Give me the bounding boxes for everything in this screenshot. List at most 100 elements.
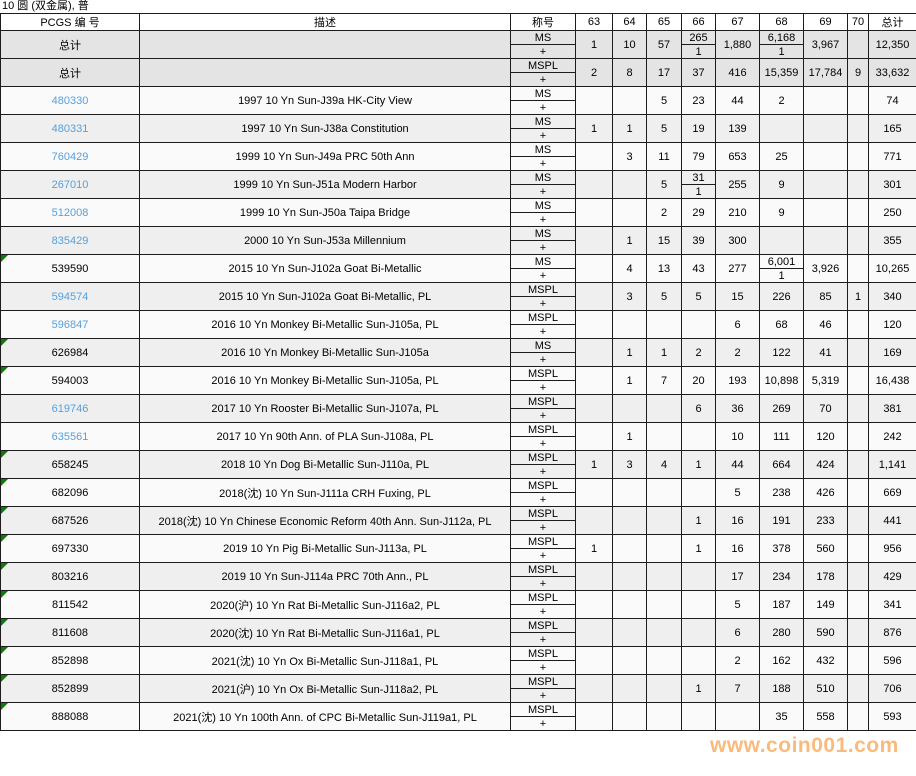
grade-count bbox=[575, 366, 613, 395]
pcgs-number-link[interactable]: 267010 bbox=[0, 170, 140, 199]
grade-count: 5 bbox=[715, 590, 760, 619]
designation-cell: MSPL bbox=[510, 58, 576, 73]
grade-count bbox=[803, 170, 848, 199]
grade-count bbox=[575, 646, 613, 675]
grade-count: 17 bbox=[715, 562, 760, 591]
grade-count bbox=[847, 534, 869, 563]
plus-designation-cell: + bbox=[510, 72, 576, 87]
grade-count: 15 bbox=[646, 226, 682, 255]
grade-count: 300 bbox=[715, 226, 760, 255]
grade-plus-count: 1 bbox=[759, 268, 804, 283]
grade-count: 653 bbox=[715, 142, 760, 171]
pcgs-number-link[interactable]: 512008 bbox=[0, 198, 140, 227]
grade-count: 8 bbox=[612, 58, 647, 87]
grade-count: 25 bbox=[759, 142, 804, 171]
grade-count: 378 bbox=[759, 534, 804, 563]
grade-count: 669 bbox=[868, 478, 916, 507]
grade-count bbox=[646, 310, 682, 339]
grade-count: 74 bbox=[868, 86, 916, 115]
designation-cell: MSPL bbox=[510, 394, 576, 409]
table-row-plus: + bbox=[1, 128, 916, 143]
table-row: 总计 MSPL 2 8 17 37 416 15,359 17,784 9 33,632 bbox=[0, 58, 916, 87]
pcgs-number-link[interactable]: 480330 bbox=[0, 86, 140, 115]
pcgs-number: 811542 bbox=[0, 590, 140, 619]
designation-cell: MS bbox=[510, 30, 576, 45]
grade-count: 560 bbox=[803, 534, 848, 563]
designation-cell: MS bbox=[510, 338, 576, 353]
grade-count bbox=[847, 142, 869, 171]
grade-count bbox=[847, 254, 869, 283]
grade-count: 341 bbox=[868, 590, 916, 619]
grade-count: 1 bbox=[575, 30, 613, 59]
flag-triangle-icon bbox=[1, 619, 8, 626]
grade-count: 1 bbox=[575, 450, 613, 479]
grade-count: 2 bbox=[681, 338, 716, 367]
plus-designation-cell: + bbox=[510, 352, 576, 367]
grade-count bbox=[715, 702, 760, 731]
grade-count bbox=[847, 674, 869, 703]
pcgs-number-link[interactable]: 835429 bbox=[0, 226, 140, 255]
table-row: 594003 2016 10 Yn Monkey Bi-Metallic Sun-… bbox=[0, 366, 916, 395]
grade-count: 424 bbox=[803, 450, 848, 479]
grade-count: 250 bbox=[868, 198, 916, 227]
grade-count: 12,350 bbox=[868, 30, 916, 59]
description-cell: 1997 10 Yn Sun-J39a HK-City View bbox=[139, 86, 511, 115]
grade-count: 5 bbox=[715, 478, 760, 507]
grade-count bbox=[575, 310, 613, 339]
plus-designation-cell: + bbox=[510, 212, 576, 227]
designation-cell: MSPL bbox=[510, 562, 576, 577]
pcgs-number-link[interactable]: 760429 bbox=[0, 142, 140, 171]
grade-count bbox=[847, 366, 869, 395]
description-cell: 2000 10 Yn Sun-J53a Millennium bbox=[139, 226, 511, 255]
description-cell: 1997 10 Yn Sun-J38a Constitution bbox=[139, 114, 511, 143]
pcgs-number: 687526 bbox=[0, 506, 140, 535]
grade-count: 7 bbox=[715, 674, 760, 703]
pcgs-number-link[interactable]: 596847 bbox=[0, 310, 140, 339]
grade-count bbox=[575, 618, 613, 647]
grade-count: 2 bbox=[575, 58, 613, 87]
description-cell: 2016 10 Yn Monkey Bi-Metallic Sun-J105a bbox=[139, 338, 511, 367]
designation-cell: MS bbox=[510, 198, 576, 213]
grade-count bbox=[612, 86, 647, 115]
pcgs-number-link[interactable]: 480331 bbox=[0, 114, 140, 143]
grade-count bbox=[681, 422, 716, 451]
grade-count: 7 bbox=[646, 366, 682, 395]
pcgs-number: 803216 bbox=[0, 562, 140, 591]
grade-count bbox=[575, 562, 613, 591]
table-row: 594574 2015 10 Yn Sun-J102a Goat Bi-Metal… bbox=[0, 282, 916, 311]
grade-count: 3,967 bbox=[803, 30, 848, 59]
grade-count bbox=[575, 142, 613, 171]
grade-count bbox=[612, 170, 647, 199]
grade-count bbox=[612, 562, 647, 591]
table-row: 480330 1997 10 Yn Sun-J39a HK-City View MS… bbox=[0, 86, 916, 115]
plus-designation-cell: + bbox=[510, 660, 576, 675]
grade-count: 269 bbox=[759, 394, 804, 423]
designation-cell: MSPL bbox=[510, 674, 576, 689]
grade-count: 381 bbox=[868, 394, 916, 423]
grade-count bbox=[847, 226, 869, 255]
grade-count: 139 bbox=[715, 114, 760, 143]
plus-designation-cell: + bbox=[510, 156, 576, 171]
pcgs-number-link[interactable]: 619746 bbox=[0, 394, 140, 423]
grade-count: 265 bbox=[681, 30, 716, 45]
grade-count: 187 bbox=[759, 590, 804, 619]
grade-count: 4 bbox=[646, 450, 682, 479]
column-header: 63 bbox=[575, 13, 613, 31]
grade-count: 416 bbox=[715, 58, 760, 87]
table-row: 803216 2019 10 Yn Sun-J114a PRC 70th Ann.… bbox=[0, 562, 916, 591]
grade-count: 6 bbox=[681, 394, 716, 423]
description-cell: 2019 10 Yn Sun-J114a PRC 70th Ann., PL bbox=[139, 562, 511, 591]
grade-plus-count: 1 bbox=[681, 44, 716, 59]
grade-count bbox=[612, 646, 647, 675]
pcgs-number-link[interactable]: 594574 bbox=[0, 282, 140, 311]
grade-count: 57 bbox=[646, 30, 682, 59]
pcgs-number-link[interactable]: 635561 bbox=[0, 422, 140, 451]
table-row-plus: + bbox=[1, 240, 916, 255]
table-row: 596847 2016 10 Yn Monkey Bi-Metallic Sun-… bbox=[0, 310, 916, 339]
pcgs-number: 658245 bbox=[0, 450, 140, 479]
grade-count bbox=[847, 170, 869, 199]
flag-triangle-icon bbox=[1, 535, 8, 542]
grade-count bbox=[575, 478, 613, 507]
table-row-plus: + bbox=[1, 100, 916, 115]
table-row: 480331 1997 10 Yn Sun-J38a Constitution MS… bbox=[0, 114, 916, 143]
